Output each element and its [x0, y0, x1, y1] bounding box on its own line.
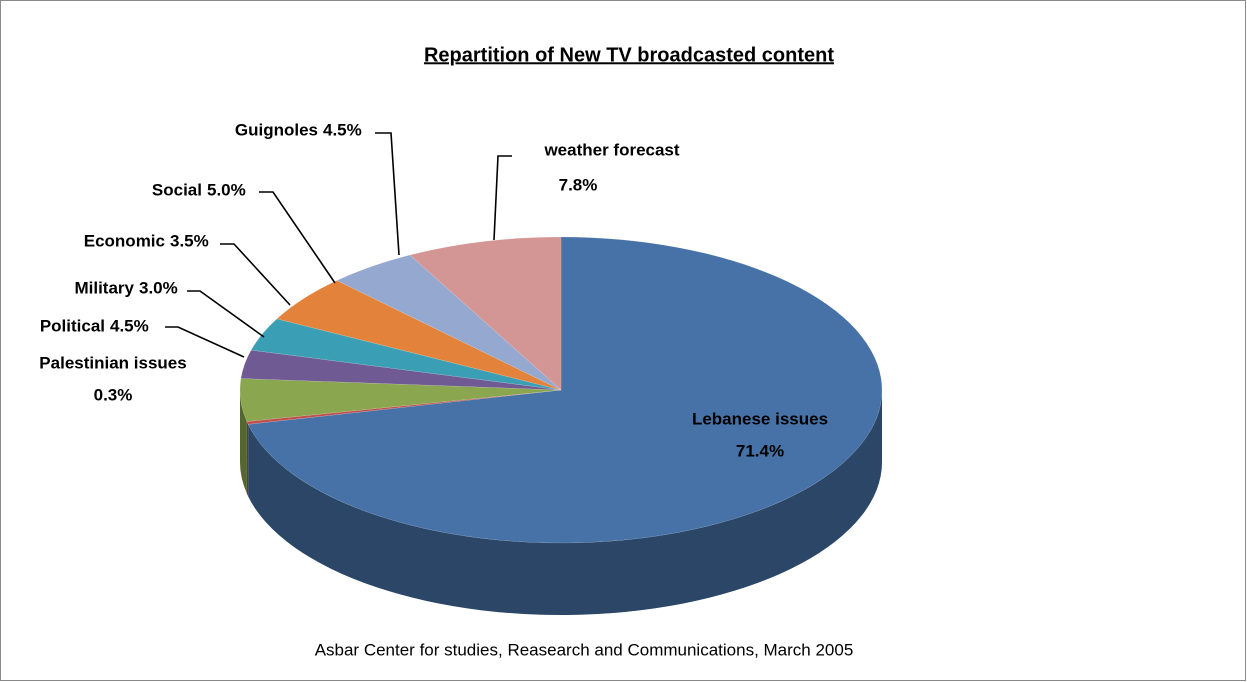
slice — [409, 236, 562, 391]
data-label-name: Social — [152, 180, 202, 199]
slice-side — [246, 421, 249, 497]
data-label-name: Lebanese issues — [692, 409, 828, 428]
slice — [250, 318, 562, 391]
data-label-value: 3.5% — [170, 231, 209, 250]
leader-line — [220, 243, 291, 306]
slice-side — [248, 390, 882, 616]
slice — [247, 236, 883, 544]
leader-line — [493, 155, 512, 241]
leader-line — [165, 326, 245, 358]
leader-line — [375, 132, 400, 256]
slice-side — [240, 390, 247, 494]
slice-side-shade — [248, 390, 882, 616]
data-label-value: 71.4% — [736, 441, 784, 460]
slice — [276, 280, 562, 391]
data-label-name: Political — [40, 316, 105, 335]
data-label-name: weather forecast — [543, 140, 679, 159]
slice-side-shade — [240, 390, 247, 494]
leader-line — [259, 191, 336, 284]
data-label-value: 0.3% — [94, 385, 133, 404]
leader-line — [187, 290, 265, 338]
data-label-value: 4.5% — [110, 316, 149, 335]
data-label-name: Economic — [84, 231, 165, 250]
data-label-value: 3.0% — [139, 278, 178, 297]
slice — [246, 389, 562, 425]
slice — [240, 349, 562, 391]
data-label-value: 7.8% — [559, 175, 598, 194]
chart-source: Asbar Center for studies, Reasearch and … — [315, 640, 854, 659]
slice — [239, 378, 562, 422]
data-label-value: 5.0% — [207, 180, 246, 199]
slice — [336, 254, 562, 391]
chart-title: Repartition of New TV broadcasted conten… — [424, 44, 834, 66]
data-label-name: Military — [74, 278, 134, 297]
data-label-name: Palestinian issues — [39, 353, 186, 372]
data-label-value: 4.5% — [323, 120, 362, 139]
data-label-name: Guignoles — [235, 120, 318, 139]
slice-side-shade — [246, 421, 249, 497]
